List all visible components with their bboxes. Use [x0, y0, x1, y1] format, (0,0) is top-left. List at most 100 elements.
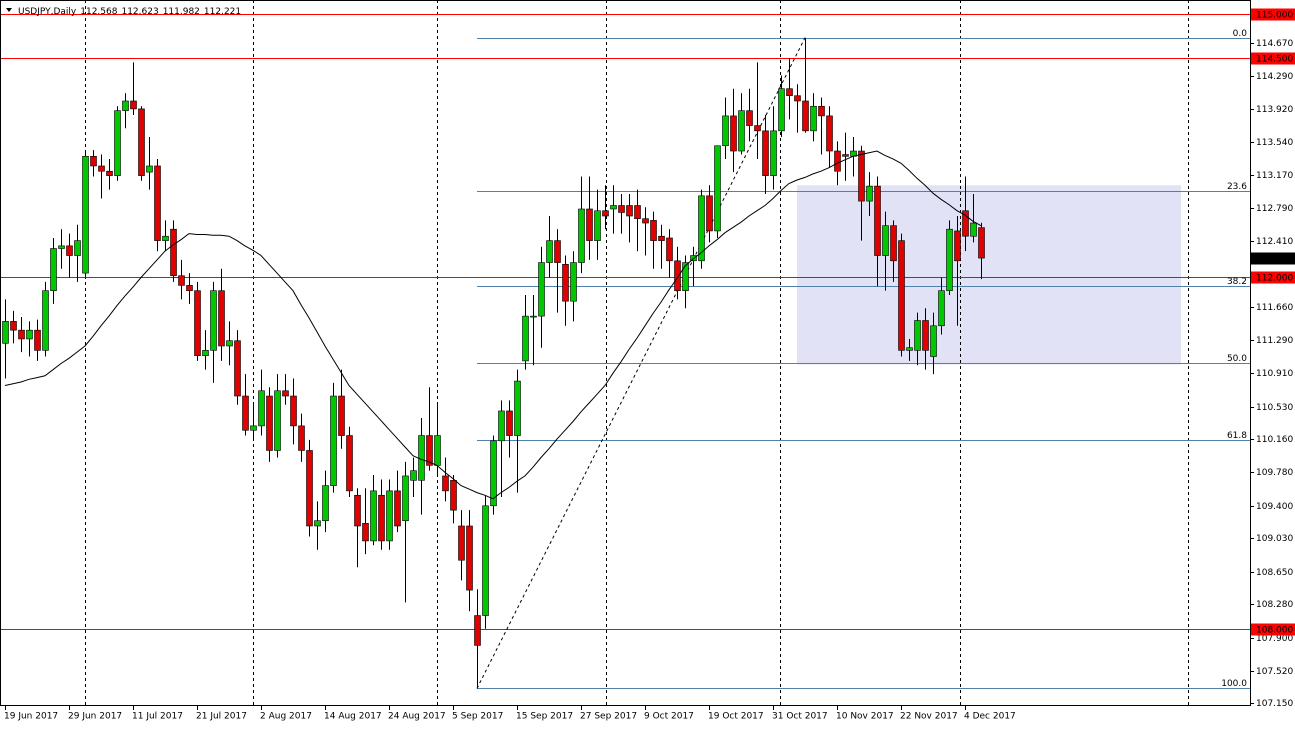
candle-body	[618, 205, 625, 213]
candle-body	[882, 225, 889, 256]
plot-frame	[0, 0, 1251, 706]
y-tick-label: 107.150	[1256, 699, 1293, 709]
candle-body	[426, 435, 433, 466]
candle-body	[674, 260, 681, 291]
header-low: 111.982	[163, 7, 200, 17]
y-tick-label: 108.280	[1256, 600, 1293, 610]
level-label-box	[1251, 52, 1295, 65]
y-tick-label: 110.910	[1256, 369, 1293, 379]
candle-body	[346, 435, 353, 492]
candle-body	[746, 110, 753, 126]
candle-body	[122, 100, 129, 111]
candle-body	[546, 240, 553, 263]
fib-label: 38.2	[1227, 277, 1247, 287]
candle-body	[682, 262, 689, 291]
candle-body	[482, 505, 489, 616]
y-tick-label: 113.920	[1256, 105, 1293, 115]
candle-body	[922, 320, 929, 351]
level-label-box	[1251, 8, 1295, 21]
x-tick-label: 14 Aug 2017	[324, 712, 382, 722]
level-label-box	[1251, 623, 1295, 636]
candle-body	[626, 205, 633, 217]
x-tick-label: 5 Sep 2017	[452, 712, 503, 722]
candle-body	[418, 435, 425, 481]
candle-body	[458, 525, 465, 561]
candle-body	[938, 290, 945, 327]
y-tick-label: 113.170	[1256, 171, 1293, 181]
candle-body	[322, 485, 329, 522]
candle-body	[650, 220, 657, 241]
candle-body	[218, 290, 225, 347]
candle-body	[106, 170, 113, 176]
candle-body	[338, 395, 345, 436]
fib-label: 23.6	[1227, 182, 1247, 192]
header-close: 112.221	[204, 7, 241, 17]
candle-body	[474, 615, 481, 646]
candle-body	[786, 88, 793, 97]
candle-body	[154, 165, 161, 241]
candle-body	[610, 205, 617, 210]
candle-body	[258, 390, 265, 427]
candle-body	[386, 490, 393, 542]
candle-body	[74, 240, 81, 256]
candle-body	[914, 320, 921, 351]
candle-body	[866, 185, 873, 202]
y-tick-label: 114.290	[1256, 72, 1293, 82]
candle-body	[250, 425, 257, 431]
x-tick-label: 4 Dec 2017	[964, 712, 1016, 722]
candle-body	[714, 145, 721, 232]
y-tick-label: 108.650	[1256, 568, 1293, 578]
x-tick-label: 21 Jul 2017	[196, 712, 247, 722]
y-tick-label: 107.900	[1256, 634, 1293, 644]
current-price-box	[1251, 252, 1295, 265]
candle-body	[26, 329, 33, 340]
candle-body	[10, 321, 17, 331]
candle-body	[498, 410, 505, 442]
fib-label: 100.0	[1221, 679, 1247, 689]
candle-body	[274, 390, 281, 451]
fib-label: 61.8	[1227, 431, 1247, 441]
candle-body	[570, 262, 577, 302]
candle-body	[666, 237, 673, 262]
candle-body	[778, 88, 785, 132]
candle-body	[146, 165, 153, 173]
candle-body	[170, 228, 177, 277]
candle-body	[818, 105, 825, 117]
candle-body	[802, 100, 809, 132]
candle-body	[266, 395, 273, 451]
candle-body	[442, 475, 449, 492]
x-tick-label: 27 Sep 2017	[580, 712, 637, 722]
x-tick-label: 19 Oct 2017	[708, 712, 764, 722]
candle-body	[42, 290, 49, 351]
x-tick-label: 9 Oct 2017	[644, 712, 694, 722]
candle-body	[298, 425, 305, 451]
axis-layer: 114.670 114.290 113.920 113.540 113.170 112.7…	[4, 8, 1295, 722]
candle-body	[970, 222, 977, 237]
candle-body	[34, 329, 41, 351]
candle-body	[954, 230, 961, 262]
candle-body	[186, 285, 193, 291]
y-tick-label: 109.400	[1256, 502, 1293, 512]
current-price-label: 112.221	[1256, 255, 1293, 265]
y-tick-label: 114.670	[1256, 39, 1293, 49]
y-tick-label: 113.540	[1256, 138, 1293, 148]
candle-body	[738, 110, 745, 152]
candle-body	[554, 240, 561, 263]
candle-body	[410, 470, 417, 481]
candle-body	[210, 290, 217, 351]
candle-body	[282, 390, 289, 397]
candle-body	[490, 440, 497, 507]
y-tick-label: 110.530	[1256, 403, 1293, 413]
candle-body	[90, 156, 97, 167]
x-tick-label: 2 Aug 2017	[260, 712, 312, 722]
candle-body	[858, 150, 865, 202]
header-open: 112.568	[80, 7, 117, 17]
candle-body	[330, 395, 337, 486]
candle-body	[874, 185, 881, 256]
candle-body	[946, 228, 953, 291]
candle-body	[562, 264, 569, 302]
candle-body	[362, 523, 369, 542]
candle-body	[770, 130, 777, 176]
x-tick-label: 11 Jul 2017	[132, 712, 183, 722]
